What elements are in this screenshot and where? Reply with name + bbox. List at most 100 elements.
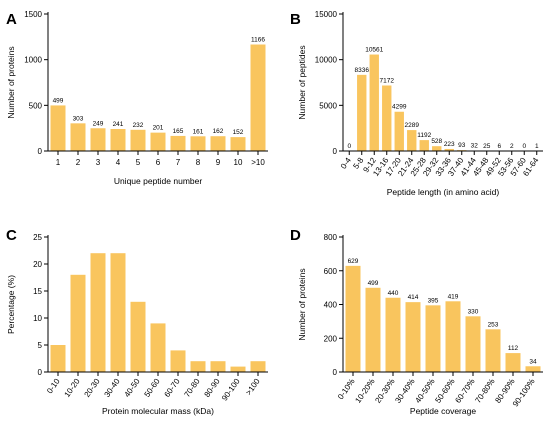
data-label-b-3: 10561	[365, 47, 383, 54]
y-tick-label-a-2: 1000	[24, 56, 42, 65]
x-tick-label-b-1: 0-4	[339, 156, 353, 171]
bar-b-7	[419, 140, 429, 151]
data-label-b-7: 1192	[417, 132, 431, 139]
y-tick-label-d-3: 600	[324, 267, 338, 276]
bar-b-9	[444, 148, 454, 151]
x-tick-label-a-9: 9	[216, 158, 221, 167]
data-label-d-6: 419	[448, 293, 459, 300]
x-axis-label-a: Unique peptide number	[114, 176, 203, 186]
bar-b-4	[382, 85, 392, 151]
data-label-b-6: 2289	[405, 122, 420, 129]
bar-c-5	[130, 301, 146, 372]
x-tick-label-c-3: 20-30	[83, 377, 102, 399]
bar-c-6	[150, 323, 166, 372]
data-label-d-5: 395	[428, 297, 439, 304]
y-tick-label-b-0: 0	[333, 147, 338, 156]
data-label-a-2: 303	[73, 115, 84, 122]
x-tick-label-d-1: 0-10%	[336, 377, 357, 401]
x-tick-label-a-1: 1	[56, 158, 61, 167]
bar-c-7	[170, 350, 186, 372]
x-tick-label-a-6: 6	[156, 158, 161, 167]
panel-label-d: D	[290, 227, 301, 244]
x-axis-label-c: Protein molecular mass (kDa)	[102, 406, 214, 416]
data-label-d-2: 499	[368, 280, 379, 287]
y-tick-label-d-1: 200	[324, 334, 338, 343]
y-axis-label-c: Percentage (%)	[6, 275, 16, 334]
data-label-b-4: 7172	[380, 78, 395, 85]
bar-b-5	[394, 111, 404, 151]
bar-c-4	[110, 253, 126, 372]
data-label-a-1: 499	[53, 97, 64, 104]
y-axis-label-a: Number of proteins	[6, 46, 16, 118]
bar-c-9	[210, 361, 226, 372]
x-tick-label-c-2: 10-20	[63, 377, 82, 399]
bar-a-9	[210, 136, 226, 151]
x-tick-label-a-10: 10	[234, 158, 243, 167]
panel-label-b: B	[290, 11, 301, 28]
bar-a-6	[150, 132, 166, 151]
data-label-a-9: 162	[213, 128, 224, 135]
bar-d-5	[425, 305, 441, 372]
y-tick-label-c-0: 0	[38, 368, 43, 377]
y-tick-label-d-0: 0	[333, 368, 338, 377]
data-label-d-9: 112	[508, 345, 519, 352]
data-label-d-7: 330	[468, 308, 479, 315]
x-tick-label-c-11: >100	[244, 377, 262, 397]
data-label-a-8: 161	[193, 128, 204, 135]
y-tick-label-a-0: 0	[38, 147, 43, 156]
x-axis-label-b: Peptide length (in amino acid)	[387, 187, 500, 197]
data-label-b-5: 4299	[392, 104, 407, 111]
data-label-a-7: 165	[173, 128, 184, 135]
x-tick-label-c-1: 0-10	[45, 377, 62, 396]
x-tick-label-a-11: >10	[251, 158, 265, 167]
bar-d-8	[485, 329, 501, 372]
bar-a-4	[110, 128, 126, 151]
bar-c-8	[190, 361, 206, 372]
bar-a-1	[50, 105, 66, 151]
y-tick-label-c-1: 5	[38, 341, 43, 350]
bar-b-8	[432, 146, 442, 151]
bar-a-3	[90, 128, 106, 151]
data-label-b-16: 1	[535, 143, 539, 150]
x-tick-label-a-4: 4	[116, 158, 121, 167]
data-label-b-1: 0	[347, 143, 351, 150]
data-label-a-11: 1166	[251, 37, 265, 44]
data-label-b-10: 93	[458, 142, 466, 149]
bar-b-3	[369, 54, 379, 151]
data-label-a-3: 249	[93, 120, 104, 127]
bar-d-1	[345, 265, 361, 372]
bar-d-4	[405, 302, 421, 372]
data-label-b-8: 528	[431, 138, 442, 145]
data-label-a-6: 201	[153, 125, 164, 132]
data-label-d-10: 34	[529, 358, 537, 365]
y-tick-label-c-5: 25	[33, 233, 42, 242]
bar-a-2	[70, 123, 86, 151]
y-axis-label-d: Number of proteins	[297, 268, 307, 340]
bar-c-1	[50, 345, 66, 372]
data-label-b-11: 32	[471, 143, 479, 150]
data-label-d-4: 414	[408, 294, 419, 301]
x-axis-label-d: Peptide coverage	[410, 406, 476, 416]
x-tick-label-c-9: 80-90	[203, 377, 222, 399]
x-tick-label-a-5: 5	[136, 158, 141, 167]
data-label-a-5: 232	[133, 122, 144, 129]
x-tick-label-a-8: 8	[196, 158, 201, 167]
panel-label-a: A	[6, 11, 17, 28]
bar-d-7	[465, 316, 481, 372]
bar-d-2	[365, 287, 381, 372]
x-tick-label-c-8: 70-80	[183, 377, 202, 399]
x-tick-label-c-7: 60-70	[163, 377, 182, 399]
bar-c-2	[70, 274, 86, 372]
y-tick-label-d-2: 400	[324, 301, 338, 310]
y-tick-label-a-3: 1500	[24, 10, 42, 19]
bar-b-6	[407, 130, 417, 151]
data-label-a-10: 152	[233, 129, 244, 136]
y-tick-label-b-2: 10000	[315, 56, 338, 65]
y-axis-label-b: Number of peptides	[297, 45, 307, 119]
bar-a-8	[190, 136, 206, 151]
data-label-b-15: 0	[522, 143, 526, 150]
bar-a-7	[170, 135, 186, 151]
y-tick-label-c-2: 10	[33, 314, 42, 323]
x-tick-label-a-3: 3	[96, 158, 101, 167]
bar-d-3	[385, 297, 401, 372]
